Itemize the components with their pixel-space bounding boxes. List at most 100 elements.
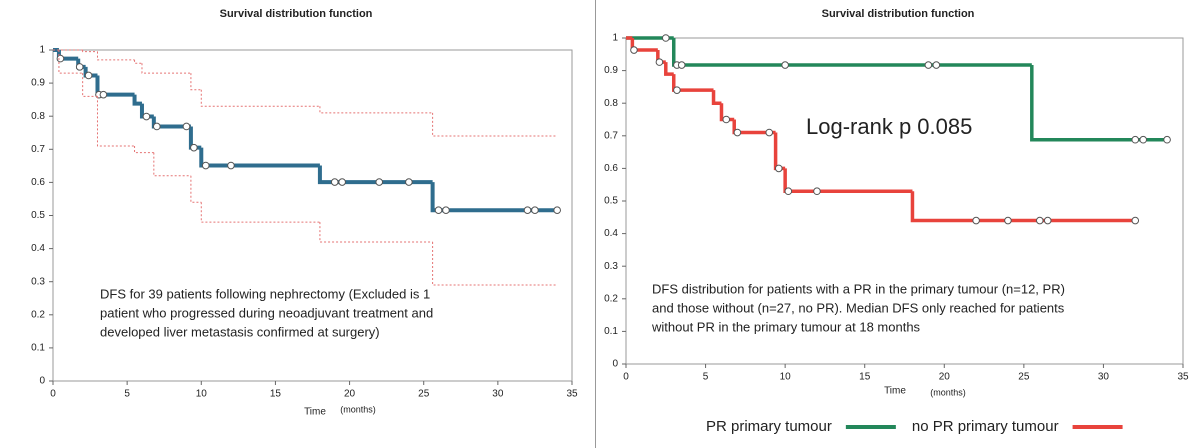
- y-tick-label: 0.2: [604, 293, 618, 304]
- x-tick-label: 10: [780, 372, 792, 383]
- y-tick-label: 0.9: [604, 65, 618, 76]
- y-tick-label: 0.5: [604, 196, 618, 207]
- censor-mark: [190, 143, 198, 152]
- survival-step: [711, 90, 722, 105]
- x-tick-label: 15: [859, 372, 871, 383]
- ci-step: [141, 63, 191, 74]
- y-tick-label: 0: [612, 359, 618, 370]
- x-tick-label: 25: [418, 389, 430, 400]
- x-tick-label: 25: [1018, 372, 1030, 383]
- x-tick-label: 5: [124, 389, 130, 400]
- y-tick-label: 0.1: [604, 326, 618, 337]
- ci-step: [190, 73, 202, 91]
- x-tick-label: 15: [270, 389, 282, 400]
- survival-step: [664, 62, 674, 76]
- y-tick-label: 0.4: [604, 228, 618, 239]
- ci-step: [190, 175, 202, 203]
- censor-mark: [56, 54, 65, 63]
- censor-mark: [182, 122, 191, 131]
- ci-step: [200, 89, 320, 107]
- censor-mark: [84, 71, 93, 80]
- censor-mark: [673, 86, 681, 94]
- x-tick-label: 5: [703, 372, 709, 383]
- ci-step: [82, 50, 98, 53]
- chart-title: Survival distribution function: [822, 8, 975, 20]
- censor-mark: [1139, 135, 1148, 144]
- censor-mark: [1131, 135, 1140, 144]
- survival-step: [317, 165, 433, 185]
- x-tick-label: 20: [939, 372, 951, 383]
- y-tick-label: 0.8: [604, 98, 618, 109]
- censor-mark: [784, 187, 793, 196]
- y-tick-label: 0.7: [31, 144, 45, 155]
- survival-step: [430, 182, 558, 213]
- y-tick-label: 0: [39, 376, 45, 387]
- y-tick-label: 1: [612, 33, 618, 44]
- censor-mark: [932, 61, 941, 69]
- y-tick-label: 0.9: [31, 78, 45, 89]
- x-axis-unit: (months): [340, 404, 376, 414]
- legend-label: no PR primary tumour: [912, 418, 1059, 435]
- y-tick-label: 0.2: [31, 309, 45, 320]
- ci-step: [134, 59, 142, 64]
- censor-mark: [142, 112, 151, 121]
- y-tick-label: 0.7: [604, 130, 618, 141]
- x-tick-label: 35: [1177, 372, 1189, 383]
- censor-mark: [733, 128, 742, 137]
- ci-step: [96, 96, 135, 147]
- y-tick-label: 0.1: [31, 343, 45, 354]
- y-tick-label: 0.8: [31, 111, 45, 122]
- censor-mark: [375, 178, 384, 186]
- annotation: without PR in the primary tumour at 18 m…: [651, 319, 921, 334]
- censor-mark: [99, 90, 108, 99]
- x-tick-label: 10: [196, 389, 208, 400]
- censor-mark: [774, 164, 783, 173]
- censor-mark: [153, 122, 161, 131]
- x-axis-unit: (months): [930, 387, 966, 397]
- censor-mark: [1043, 216, 1052, 225]
- chart-title: Survival distribution function: [220, 8, 373, 20]
- censor-mark: [661, 34, 670, 42]
- ci-step: [96, 51, 135, 61]
- censor-mark: [781, 61, 789, 69]
- y-tick-label: 1: [39, 45, 45, 56]
- survival-step: [132, 94, 142, 106]
- censor-mark: [523, 206, 532, 215]
- x-tick-label: 30: [492, 389, 504, 400]
- x-tick-label: 20: [344, 389, 356, 400]
- survival-step: [199, 147, 320, 168]
- y-tick-label: 0.3: [604, 261, 618, 272]
- ci-step: [319, 106, 433, 114]
- y-tick-label: 0.5: [31, 210, 45, 221]
- x-axis-label: Time: [884, 386, 906, 397]
- censor-mark: [1131, 216, 1140, 225]
- x-tick-label: 0: [50, 389, 56, 400]
- annotation: DFS distribution for patients with a PR …: [652, 281, 1065, 296]
- ci-step: [82, 73, 98, 97]
- censor-mark: [972, 216, 980, 225]
- legend-label: PR primary tumour: [706, 418, 832, 435]
- annotation: and those without (n=27, no PR). Median …: [652, 300, 1065, 315]
- stat-label: Log-rank p 0.085: [806, 114, 972, 139]
- censor-mark: [677, 61, 686, 69]
- censor-mark: [531, 206, 539, 215]
- censor-mark: [553, 206, 561, 215]
- censor-mark: [630, 46, 638, 54]
- censor-mark: [1004, 216, 1012, 225]
- censor-mark: [1163, 135, 1171, 144]
- censor-mark: [655, 58, 664, 66]
- censor-mark: [442, 206, 450, 215]
- x-tick-label: 30: [1098, 372, 1110, 383]
- censor-mark: [1035, 216, 1044, 225]
- x-tick-label: 35: [566, 389, 578, 400]
- y-tick-label: 0.6: [604, 163, 618, 174]
- censor-mark: [227, 161, 235, 170]
- annotation: DFS for 39 patients following nephrectom…: [100, 286, 430, 301]
- y-tick-label: 0.6: [31, 177, 45, 188]
- censor-mark: [405, 178, 413, 186]
- censor-mark: [330, 178, 339, 186]
- survival-step: [1030, 65, 1168, 142]
- survival-step: [910, 191, 1136, 223]
- y-tick-label: 0.4: [31, 243, 45, 254]
